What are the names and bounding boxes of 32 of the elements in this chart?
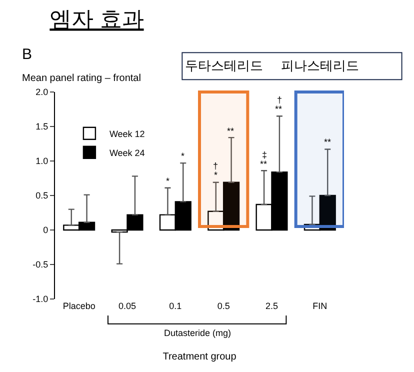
text: Dutasteride (mg)	[164, 328, 232, 338]
legend-label: Week 12	[109, 128, 145, 139]
annotation: **	[227, 126, 234, 136]
y-tick-label: 0	[43, 225, 48, 236]
y-tick-label: 0.5	[36, 190, 48, 201]
text: B	[22, 46, 32, 63]
x-tick-label: Placebo	[62, 301, 96, 311]
x-tick-label: 2.5	[265, 301, 278, 311]
legend-label: Week 24	[109, 148, 145, 158]
x-tick-label: 0.1	[169, 301, 182, 311]
y-axis-title: Mean panel rating – frontal	[22, 73, 141, 84]
annotation: **	[260, 159, 268, 169]
band-label: 피나스테리드	[281, 58, 359, 73]
y-tick-label: -0.5	[32, 260, 48, 270]
annotation: ‡	[262, 150, 268, 160]
annotation: †	[277, 95, 282, 105]
annotation: *	[181, 151, 185, 161]
x-tick-label: FIN	[312, 301, 328, 311]
x-tick-label: 0.05	[118, 301, 136, 311]
annotation: *	[214, 170, 218, 180]
x-tick-label: 0.5	[217, 301, 230, 311]
chart-title: 엠자 효과	[50, 6, 144, 32]
y-tick-label: 1.0	[36, 156, 48, 166]
y-tick-label: -1.0	[32, 294, 48, 304]
annotation: **	[275, 104, 282, 114]
band-label: 두타스테리드	[185, 58, 263, 73]
annotation: †	[213, 161, 218, 171]
annotation: **	[324, 137, 332, 147]
y-tick-label: 2.0	[36, 87, 48, 98]
y-tick-label: 1.5	[36, 122, 48, 132]
annotation: *	[166, 176, 170, 186]
x-axis-title: Treatment group	[162, 352, 237, 362]
